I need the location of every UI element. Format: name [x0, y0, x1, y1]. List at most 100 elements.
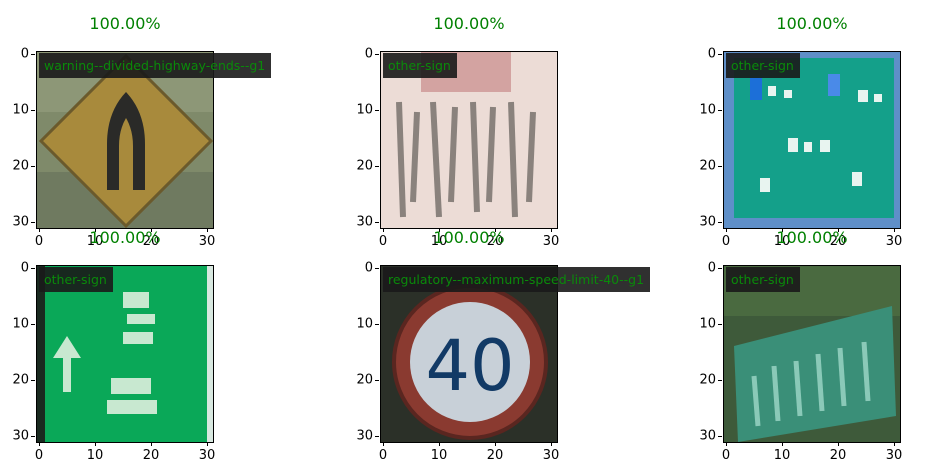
- x-tick-label: 10: [430, 234, 448, 249]
- y-tick-label: 0: [364, 260, 373, 276]
- subplot-4: 100.00% other-sign 0 10 20 30: [0, 229, 215, 463]
- subplot-title: 100.00%: [776, 228, 848, 247]
- y-tick-label: 10: [12, 316, 29, 332]
- y-tick: [718, 222, 722, 223]
- x-tick-label: 0: [34, 448, 44, 463]
- subplot-title: 100.00%: [89, 228, 161, 247]
- y-tick-label: 20: [699, 372, 716, 388]
- y-tick-label: 10: [699, 316, 716, 332]
- y-tick: [718, 54, 722, 55]
- x-tick: [39, 228, 40, 232]
- svg-text:40: 40: [425, 325, 514, 407]
- x-tick: [495, 442, 496, 446]
- x-tick-label: 20: [142, 234, 160, 249]
- y-tick-label: 10: [12, 102, 29, 118]
- x-tick: [726, 442, 727, 446]
- x-tick-label: 10: [773, 234, 791, 249]
- y-tick: [31, 54, 35, 55]
- y-tick: [375, 166, 379, 167]
- x-tick: [95, 228, 96, 232]
- x-tick-label: 0: [721, 448, 731, 463]
- x-tick: [782, 442, 783, 446]
- prediction-label: regulatory--maximum-speed-limit-40--g1: [383, 267, 651, 292]
- y-tick-label: 30: [699, 428, 716, 444]
- x-tick: [838, 442, 839, 446]
- x-tick-label: 10: [86, 234, 104, 249]
- x-tick: [894, 228, 895, 232]
- x-tick-label: 10: [773, 448, 791, 463]
- y-tick: [375, 54, 379, 55]
- y-tick-label: 30: [699, 214, 716, 230]
- sign-image: [381, 52, 557, 228]
- y-tick: [718, 324, 722, 325]
- y-tick: [31, 222, 35, 223]
- subplot-title: 100.00%: [433, 14, 505, 33]
- x-tick-label: 10: [430, 448, 448, 463]
- y-tick-label: 10: [356, 316, 373, 332]
- x-tick: [439, 442, 440, 446]
- y-tick-label: 0: [707, 46, 716, 62]
- y-tick: [375, 222, 379, 223]
- y-tick-label: 20: [356, 158, 373, 174]
- sign-image: [724, 52, 900, 228]
- subplot-title: 100.00%: [776, 14, 848, 33]
- y-tick: [31, 166, 35, 167]
- x-tick-label: 0: [378, 448, 388, 463]
- y-tick-label: 20: [12, 372, 29, 388]
- x-tick-label: 30: [542, 448, 560, 463]
- x-tick: [207, 228, 208, 232]
- y-tick-label: 0: [364, 46, 373, 62]
- sign-image: [724, 266, 900, 442]
- y-tick-label: 30: [12, 428, 29, 444]
- subplot-6: 100.00% other-sign 0 10 20: [687, 229, 902, 463]
- x-tick-label: 30: [542, 234, 560, 249]
- x-tick: [782, 228, 783, 232]
- y-tick: [718, 436, 722, 437]
- x-tick: [726, 228, 727, 232]
- y-tick: [31, 324, 35, 325]
- y-tick-label: 10: [699, 102, 716, 118]
- x-tick: [151, 442, 152, 446]
- y-tick: [31, 380, 35, 381]
- sign-image: [37, 52, 213, 228]
- y-tick-label: 30: [356, 214, 373, 230]
- x-tick-label: 30: [885, 448, 903, 463]
- image-axes: other-sign 0 10 20 30 0 10 20 30: [699, 47, 902, 250]
- x-tick-label: 20: [486, 234, 504, 249]
- y-tick: [375, 268, 379, 269]
- x-tick-label: 0: [378, 234, 388, 249]
- x-tick-label: 20: [486, 448, 504, 463]
- subplot-title: 100.00%: [433, 228, 505, 247]
- y-tick: [31, 110, 35, 111]
- y-tick: [375, 436, 379, 437]
- prediction-label: warning--divided-highway-ends--g1: [39, 53, 272, 78]
- x-tick-label: 10: [86, 448, 104, 463]
- y-tick-label: 20: [699, 158, 716, 174]
- x-tick: [495, 228, 496, 232]
- y-tick-label: 0: [707, 260, 716, 276]
- y-tick-label: 0: [20, 46, 29, 62]
- prediction-label: other-sign: [726, 267, 800, 292]
- y-tick: [375, 110, 379, 111]
- x-tick: [207, 442, 208, 446]
- subplot-5: 100.00% 40 regulatory--maximum-speed-lim…: [344, 229, 651, 463]
- x-tick: [383, 442, 384, 446]
- y-tick-label: 30: [12, 214, 29, 230]
- x-tick: [551, 442, 552, 446]
- x-tick-label: 30: [885, 234, 903, 249]
- y-tick: [31, 436, 35, 437]
- x-tick-label: 20: [142, 448, 160, 463]
- subplot-3: 100.00% other-sign 0 10 20: [687, 15, 902, 250]
- x-tick: [151, 228, 152, 232]
- y-tick: [31, 268, 35, 269]
- x-tick: [838, 228, 839, 232]
- x-tick-label: 30: [198, 448, 216, 463]
- x-tick-label: 30: [198, 234, 216, 249]
- x-tick: [383, 228, 384, 232]
- subplot-2: 100.00% other-sign 0: [344, 15, 559, 250]
- y-tick: [718, 166, 722, 167]
- y-tick: [375, 324, 379, 325]
- x-tick: [439, 228, 440, 232]
- prediction-label: other-sign: [383, 53, 457, 78]
- x-tick-label: 0: [721, 234, 731, 249]
